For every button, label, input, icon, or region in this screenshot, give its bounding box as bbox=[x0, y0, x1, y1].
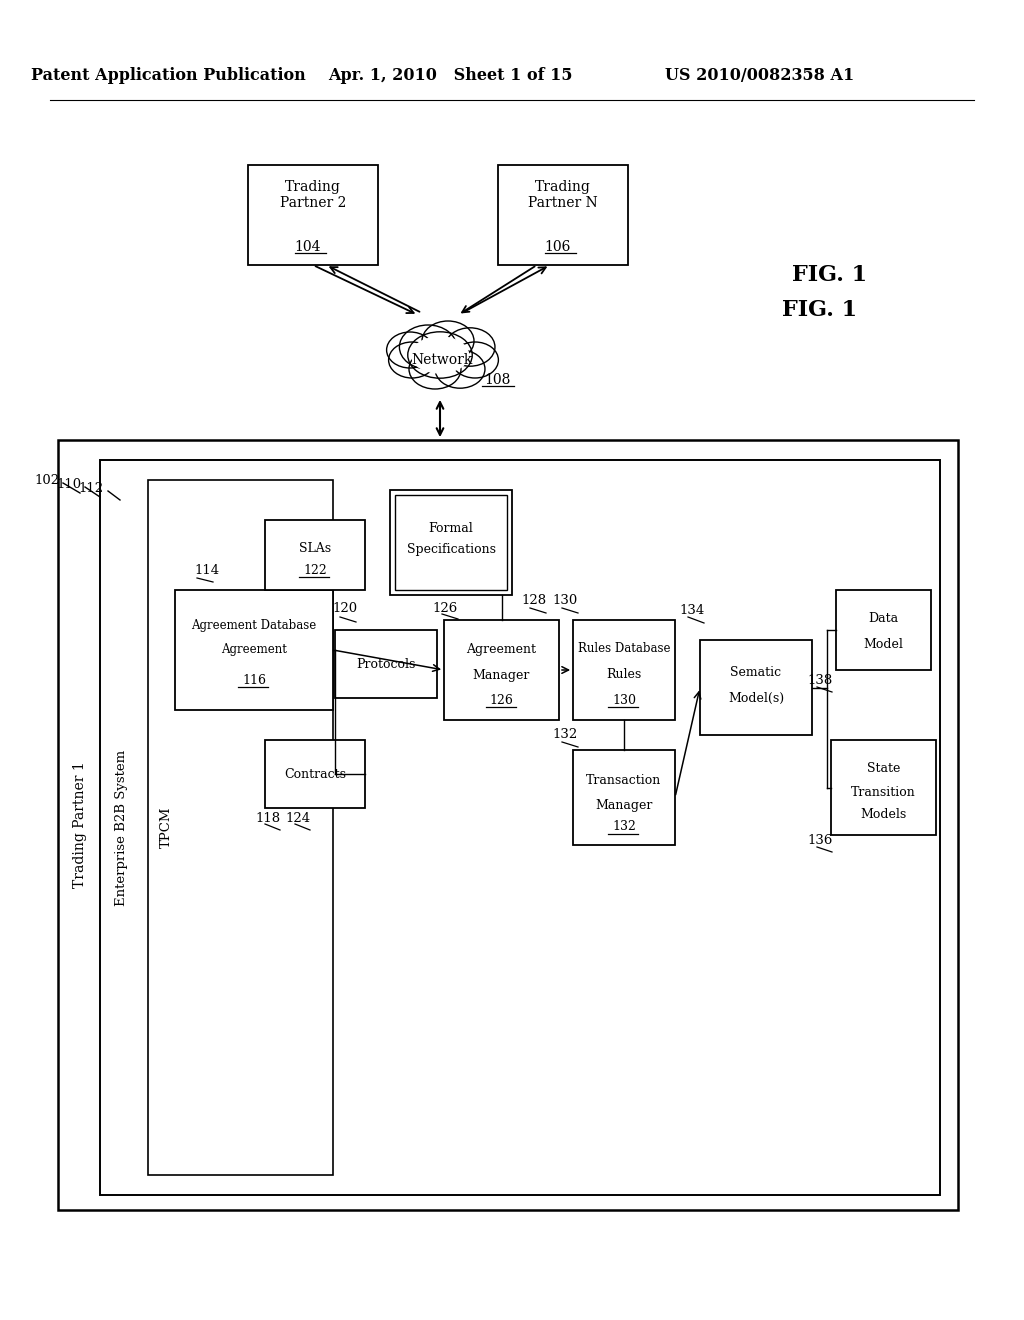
Text: TPCM: TPCM bbox=[160, 807, 172, 849]
Text: 108: 108 bbox=[484, 374, 511, 387]
Text: 136: 136 bbox=[807, 833, 833, 846]
Text: Specifications: Specifications bbox=[407, 544, 496, 557]
Text: FIG. 1: FIG. 1 bbox=[782, 300, 857, 321]
Text: Models: Models bbox=[860, 808, 906, 821]
Text: 132: 132 bbox=[612, 821, 636, 833]
Text: 126: 126 bbox=[489, 693, 513, 706]
Bar bbox=[444, 620, 559, 719]
Ellipse shape bbox=[412, 337, 469, 374]
Text: 102: 102 bbox=[35, 474, 60, 487]
Text: 114: 114 bbox=[195, 564, 219, 577]
Bar bbox=[700, 640, 812, 735]
Text: FIG. 1: FIG. 1 bbox=[793, 264, 867, 286]
Text: 104: 104 bbox=[295, 240, 322, 253]
Text: Agreement Database: Agreement Database bbox=[191, 619, 316, 631]
Text: 118: 118 bbox=[255, 812, 281, 825]
Text: 130: 130 bbox=[552, 594, 578, 606]
Bar bbox=[148, 480, 333, 1175]
Bar bbox=[498, 165, 628, 265]
Bar bbox=[265, 520, 365, 590]
Text: 116: 116 bbox=[242, 673, 266, 686]
Text: Network: Network bbox=[412, 352, 473, 367]
Text: Manager: Manager bbox=[595, 799, 652, 812]
Text: Contracts: Contracts bbox=[284, 767, 346, 780]
Text: 110: 110 bbox=[57, 478, 82, 491]
Text: Formal: Formal bbox=[429, 521, 473, 535]
Bar bbox=[248, 165, 378, 265]
Text: 112: 112 bbox=[79, 482, 104, 495]
Text: Protocols: Protocols bbox=[356, 657, 416, 671]
Text: US 2010/0082358 A1: US 2010/0082358 A1 bbox=[666, 66, 855, 83]
Text: Trading Partner 1: Trading Partner 1 bbox=[73, 762, 87, 888]
Text: Agreement: Agreement bbox=[221, 644, 287, 656]
Bar bbox=[573, 620, 675, 719]
Text: State: State bbox=[866, 762, 900, 775]
Text: Agreement: Agreement bbox=[467, 644, 537, 656]
Bar bbox=[831, 741, 936, 836]
Bar bbox=[58, 440, 958, 1210]
Text: Transition: Transition bbox=[851, 785, 915, 799]
Text: Data: Data bbox=[868, 611, 899, 624]
Ellipse shape bbox=[399, 325, 457, 370]
Text: Trading
Partner 2: Trading Partner 2 bbox=[280, 180, 346, 210]
Ellipse shape bbox=[452, 342, 499, 378]
Text: 124: 124 bbox=[286, 812, 310, 825]
Text: Rules: Rules bbox=[606, 668, 642, 681]
Ellipse shape bbox=[409, 348, 461, 389]
Text: 134: 134 bbox=[679, 603, 705, 616]
Text: 106: 106 bbox=[545, 240, 571, 253]
Text: Manager: Manager bbox=[473, 668, 530, 681]
Text: 132: 132 bbox=[552, 729, 578, 742]
Text: Apr. 1, 2010   Sheet 1 of 15: Apr. 1, 2010 Sheet 1 of 15 bbox=[328, 66, 572, 83]
Bar bbox=[175, 590, 333, 710]
Text: Model: Model bbox=[863, 638, 903, 651]
Text: 122: 122 bbox=[303, 564, 327, 577]
Bar bbox=[395, 495, 507, 590]
Bar bbox=[390, 490, 512, 595]
Text: Model(s): Model(s) bbox=[728, 692, 784, 705]
Bar bbox=[573, 750, 675, 845]
Ellipse shape bbox=[435, 350, 485, 388]
Bar bbox=[335, 630, 437, 698]
Ellipse shape bbox=[408, 331, 472, 379]
Text: Transaction: Transaction bbox=[587, 774, 662, 787]
Text: Enterprise B2B System: Enterprise B2B System bbox=[116, 750, 128, 906]
Ellipse shape bbox=[387, 333, 433, 368]
Text: SLAs: SLAs bbox=[299, 541, 331, 554]
Text: Sematic: Sematic bbox=[730, 665, 781, 678]
Bar bbox=[265, 741, 365, 808]
Bar bbox=[100, 459, 940, 1195]
Ellipse shape bbox=[422, 321, 474, 360]
Ellipse shape bbox=[445, 327, 495, 366]
Text: 128: 128 bbox=[521, 594, 547, 606]
Text: 120: 120 bbox=[333, 602, 357, 615]
Text: 138: 138 bbox=[807, 673, 833, 686]
Text: Trading
Partner N: Trading Partner N bbox=[528, 180, 598, 210]
Text: 130: 130 bbox=[612, 693, 636, 706]
Text: 126: 126 bbox=[432, 602, 458, 615]
Ellipse shape bbox=[388, 342, 435, 378]
Text: Patent Application Publication: Patent Application Publication bbox=[31, 66, 305, 83]
Text: Rules Database: Rules Database bbox=[578, 642, 671, 655]
Bar bbox=[836, 590, 931, 671]
